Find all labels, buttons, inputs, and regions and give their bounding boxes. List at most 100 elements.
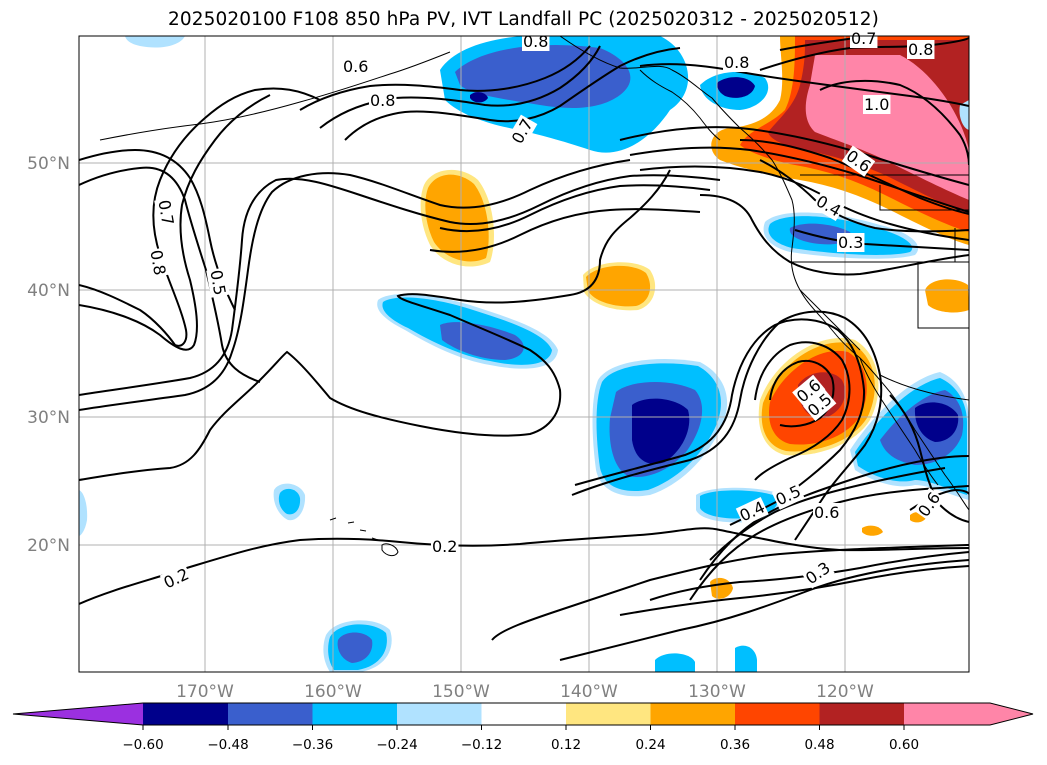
lat-label: 50°N [27,154,70,174]
pv-anomaly-negative-sitka-core [717,77,755,98]
contour-label-background [206,267,230,298]
coastline-baja [859,357,939,486]
contour-label-background [907,40,935,59]
contour-0.7-west [79,166,261,383]
contour-0.4-coast [759,159,969,233]
colorbar-tick-label: 0.48 [804,737,834,753]
figure-title: 2025020100 F108 850 hPa PV, IVT Landfall… [168,9,879,30]
colorbar-bin [312,703,397,725]
contour-label: 0.2 [432,537,457,556]
colorbar-bin [819,703,904,725]
colorbar-bin [650,703,735,725]
contour-label-background [841,145,876,177]
contour-label-background [431,537,459,556]
colorbar-tick-label: 0.36 [720,737,750,753]
contour-0.6-mid [79,94,271,351]
contour-label-background [159,563,193,593]
lon-label: 130°W [688,682,746,702]
coastline-southeast-alaska [639,69,721,141]
colorbar-tick-label: −0.60 [122,737,163,753]
pv-anomaly-negative-top [125,36,185,48]
contour-label: 0.8 [908,40,933,59]
contour-label-background [913,487,945,522]
contour-label-background [146,247,170,278]
colorbar-bin [481,703,566,725]
contour-baja-0.6 [769,359,835,428]
contour-coastal-4 [699,194,969,276]
contour-0.3-coast [794,229,969,251]
contour-label: 1.0 [864,95,889,114]
colorbar-bin [143,703,228,725]
colorbar-bin [735,703,820,725]
contour-baja-0.4 [574,318,866,526]
contour-label-background [850,29,878,48]
contour-0.8-ridge [79,159,631,411]
pv-anomaly-negative-southwest-core [914,402,959,442]
lon-label: 150°W [432,682,490,702]
contour-0.2-south [79,527,969,605]
contour-label: 0.8 [724,53,749,72]
colorbar-tick-label: 0.12 [551,737,581,753]
contour-label-background [771,480,805,510]
lon-label: 170°W [176,682,234,702]
contour-coastal-1 [619,126,969,186]
contour-label-background [369,91,397,110]
contour-label-background [507,114,538,148]
colorbar-tick-label: −0.36 [292,737,333,753]
contour-0.8-west [79,148,236,311]
contour-0.5-pacific-trough [79,169,671,481]
pv-anomaly-negative-gulf-alaska-core [455,45,631,108]
colorbar-bin [397,703,482,725]
contour-label-background [811,190,846,222]
pv-anomaly-negative-south-core [632,398,690,464]
lon-label: 140°W [560,682,618,702]
contour-label: 0.3 [838,233,863,252]
contour-coastal-3 [639,165,969,241]
pv-anomaly-negative-small-core [470,92,488,103]
contour-0.8-north [299,45,591,111]
contour-0.8-top-right [759,37,969,71]
coastline-alaska-islands [99,51,451,141]
colorbar-extend-max [904,703,1033,725]
pv-anomaly-negative-bottom-2 [735,645,757,672]
map-frame [78,35,970,673]
contour-0.7-north [319,45,601,129]
pv-anomaly-positive-small-2 [862,525,883,536]
contour-label-background [801,557,835,589]
contour-baja-0.5 [754,341,851,481]
lon-label: 120°W [816,682,874,702]
contour-south-0.6 [709,467,946,561]
coastline-hawaii [329,517,399,557]
latitude-labels: 50°N 40°N 30°N 20°N [27,154,70,556]
contour-label-background [792,374,826,407]
contour-label-background [154,197,178,228]
pv-anomaly-positive-central [425,174,489,262]
border-state-3 [917,262,969,329]
border-state-4 [799,289,861,351]
contour-south-0.3b [619,565,969,616]
lon-label: 160°W [304,682,362,702]
contour-label-background [837,233,865,252]
contour-ridge-inner-1 [439,184,711,233]
colorbar-tick-label: −0.24 [376,737,417,753]
lat-label: 30°N [27,408,70,428]
pv-anomaly-positive-nevada [925,279,969,313]
contour-label-background [522,32,550,51]
lat-label: 40°N [27,281,70,301]
contour-baja-outer [571,310,883,541]
contour-labels: 0.8 0.6 0.8 0.7 0.8 0.7 0.8 1.0 0.6 0.4 … [146,29,945,593]
contour-0.2-lower [491,544,969,641]
contour-label-background [342,57,370,76]
contour-label: 0.7 [154,198,177,226]
colorbar-tick-label: 0.24 [635,737,665,753]
contour-label-background [735,496,769,526]
contour-south-0.4 [689,485,969,601]
contour-label: 0.7 [851,29,876,48]
contour-label-background [863,95,891,114]
colorbar-bin [228,703,313,725]
colorbar-ticks [142,725,905,730]
colorbar-extend-min [13,703,143,725]
contour-0.3-low [559,559,969,661]
ivt-contours [79,36,969,661]
